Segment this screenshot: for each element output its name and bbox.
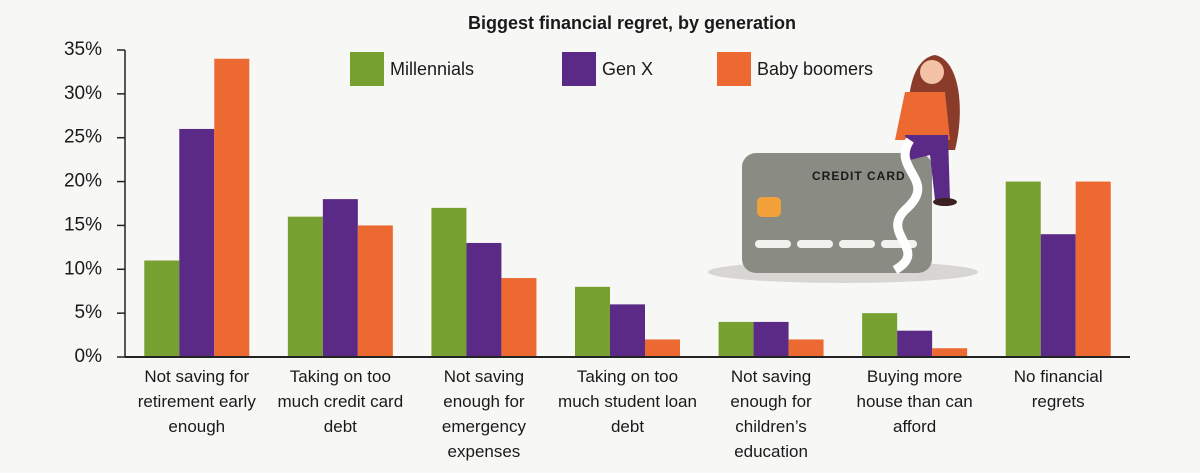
plot: 0% 5% 10% 15% 20% 25% 30% 35% Millennials Gen X Ba… <box>64 39 1130 367</box>
head <box>920 60 944 84</box>
bar <box>645 339 680 357</box>
x-tick-label: Taking on too much student loan debt <box>558 367 697 436</box>
bar <box>214 58 250 358</box>
x-tick-label: Not saving enough for children’s educati… <box>730 367 812 461</box>
bar <box>1075 181 1111 357</box>
y-tick-label: 20% <box>64 171 102 192</box>
x-tick-label: Taking on too much credit card debt <box>277 367 404 436</box>
bar <box>575 286 610 357</box>
bar <box>753 321 789 357</box>
card-number <box>755 240 917 248</box>
bar <box>144 260 180 357</box>
torso <box>895 92 950 140</box>
bar <box>788 339 824 357</box>
receipt <box>892 137 923 274</box>
legend-label: Baby boomers <box>757 59 873 79</box>
y-tick-label: 5% <box>75 302 103 323</box>
card-chip <box>757 197 781 217</box>
y-tick-label: 35% <box>64 39 102 60</box>
legend-swatch <box>562 52 596 86</box>
x-tick-label: No financial regrets <box>1013 367 1103 411</box>
x-tick-label: Buying more house than can afford <box>856 367 973 436</box>
bar <box>897 330 933 357</box>
bar <box>718 321 754 357</box>
x-tick-label: Not saving enough for emergency expenses <box>441 367 526 461</box>
legend-label: Gen X <box>602 59 653 79</box>
bar <box>287 216 323 357</box>
illustration: CREDIT CARD <box>708 55 978 283</box>
bar <box>610 304 645 357</box>
bar <box>431 207 467 357</box>
bar <box>466 242 502 357</box>
x-tick-label: Not saving for retirement early enough <box>137 367 256 436</box>
legs <box>905 135 950 200</box>
chart-title: Biggest financial regret, by generation <box>468 13 796 33</box>
bar <box>179 128 215 357</box>
bar <box>357 225 393 357</box>
y-tick-label: 0% <box>75 346 103 367</box>
y-tick-label: 25% <box>64 127 102 148</box>
bar <box>322 199 358 357</box>
bar <box>1005 181 1041 357</box>
legend-swatch <box>350 52 384 86</box>
shoe <box>933 198 957 206</box>
y-tick-label: 30% <box>64 83 102 104</box>
bar <box>862 313 898 357</box>
bar <box>1040 234 1076 357</box>
bar <box>932 348 968 357</box>
y-tick-label: 10% <box>64 258 102 279</box>
y-tick-label: 15% <box>64 214 102 235</box>
bar <box>501 278 537 357</box>
legend-label: Millennials <box>390 59 474 79</box>
card-text: CREDIT CARD <box>812 169 906 183</box>
legend-swatch <box>717 52 751 86</box>
